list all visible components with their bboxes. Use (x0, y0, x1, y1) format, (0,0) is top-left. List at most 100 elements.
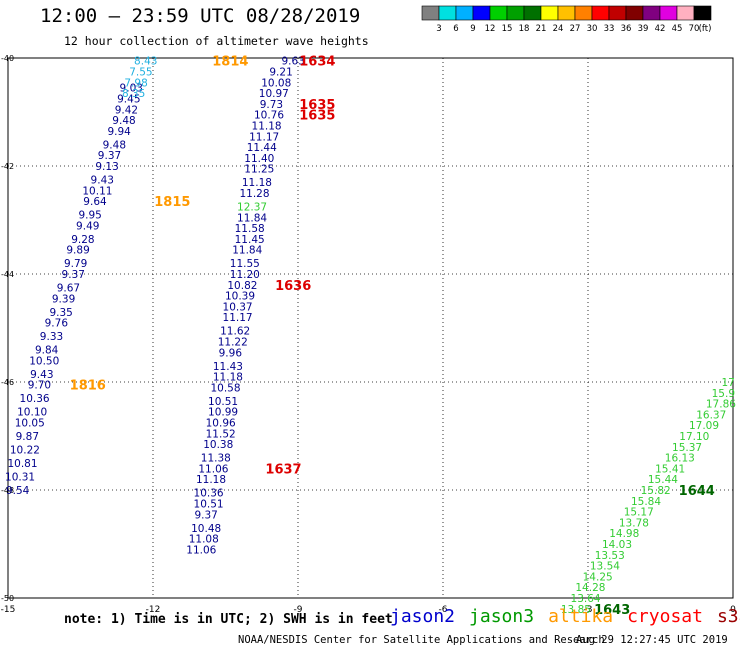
swh-value: 10.37 (223, 301, 253, 313)
colorbar-label: 12 (485, 24, 496, 34)
colorbar-label: 27 (570, 24, 581, 34)
swh-value: 10.11 (82, 185, 112, 197)
swh-value: 15.17 (624, 507, 654, 519)
swh-value: 11.06 (198, 463, 228, 475)
units-note: note: 1) Time is in UTC; 2) SWH is in fe… (64, 612, 393, 627)
swh-value: 11.40 (244, 153, 274, 165)
swh-value: 9.48 (112, 115, 135, 127)
swh-value: 9.95 (78, 210, 101, 222)
swh-value: 10.31 (5, 472, 35, 484)
colorbar-label: 6 (453, 24, 458, 34)
plot-frame (7, 57, 734, 599)
swh-value: 11.08 (189, 534, 219, 546)
swh-value: 9.43 (30, 369, 53, 381)
swh-value: 9.39 (52, 293, 75, 305)
colorbar-unit: (ft) (699, 24, 712, 34)
swh-value: 11.18 (196, 474, 226, 486)
swh-value: 10.39 (225, 291, 255, 303)
legend-altika: altika (548, 606, 614, 627)
x-tick-label: -9 (294, 605, 303, 615)
pass-time-label: 1634 (299, 55, 335, 70)
swh-value: 9.89 (66, 245, 89, 257)
swh-value: 11.20 (230, 269, 260, 281)
swh-value: 9.49 (76, 220, 99, 232)
swh-value: 9.13 (95, 161, 118, 173)
chart-title: 12:00 – 23:59 UTC 08/28/2019 (40, 5, 361, 27)
swh-value: 9.84 (35, 345, 59, 357)
swh-value: 9.63 (281, 56, 304, 68)
colorbar-label: 39 (638, 24, 649, 34)
swh-value: 11.28 (239, 188, 269, 200)
legend-jason3: jason3 (469, 606, 535, 627)
swh-value: 8.43 (134, 56, 157, 68)
swh-value: 11.18 (252, 121, 282, 133)
swh-value: 11.22 (218, 337, 248, 349)
swh-value: 8.35 (122, 88, 145, 100)
pass-time-label: 1636 (275, 279, 311, 294)
swh-value: 14.28 (575, 582, 605, 594)
pass-time-label: 1815 (154, 195, 190, 210)
legend-cryosat: cryosat (627, 606, 703, 627)
swh-value: 10.99 (208, 407, 238, 419)
swh-value: 10.48 (191, 523, 221, 535)
colorbar-label: 24 (553, 24, 564, 34)
colorbar-label: 33 (604, 24, 615, 34)
swh-value: 11.58 (235, 223, 265, 235)
swh-value: 11.17 (249, 131, 279, 143)
colorbar-label: 70 (689, 24, 700, 34)
swh-value: 11.55 (230, 258, 260, 270)
swh-value: 10.81 (7, 458, 37, 470)
swh-value: 17.86 (706, 399, 736, 411)
swh-value: 11.84 (237, 212, 267, 224)
swh-value: 9.94 (107, 126, 131, 138)
colorbar-label: 36 (621, 24, 632, 34)
swh-value: 9.70 (28, 380, 51, 392)
colorbar-label: 30 (587, 24, 598, 34)
swh-value: 9.33 (40, 331, 63, 343)
swh-value: 7.98 (124, 77, 147, 89)
swh-value: 11.44 (247, 142, 277, 154)
pass-time-label: 1635 (299, 98, 335, 113)
swh-value: 10.05 (15, 418, 45, 430)
swh-value: 9.21 (269, 67, 292, 79)
swh-value: 9.76 (45, 318, 69, 330)
legend-jason2: jason2 (390, 606, 456, 627)
swh-value: 11.06 (186, 544, 216, 556)
swh-value: 10.96 (206, 418, 236, 430)
swh-value: 15.84 (631, 496, 661, 508)
swh-value: 10.76 (254, 110, 284, 122)
swh-value: 9.54 (6, 485, 30, 497)
swh-value: 7.55 (129, 67, 152, 79)
swh-value: 10.10 (17, 407, 47, 419)
swh-value: 11.25 (244, 164, 274, 176)
swh-value: 9.64 (83, 196, 107, 208)
colorbar-swatch (693, 5, 712, 21)
pass-time-label: 1644 (679, 484, 715, 499)
swh-value: 17 (721, 377, 734, 389)
y-tick-label: -46 (1, 378, 14, 387)
swh-value: 15.41 (655, 463, 685, 475)
swh-value: 11.18 (213, 372, 243, 384)
swh-value: 9.03 (120, 83, 143, 95)
swh-value: 11.52 (206, 428, 236, 440)
swh-value: 10.50 (29, 355, 59, 367)
swh-value: 13.78 (619, 517, 649, 529)
x-tick-label: -15 (1, 605, 16, 615)
swh-value: 17.10 (679, 431, 709, 443)
swh-value: 9.87 (16, 431, 39, 443)
swh-value: 10.38 (203, 439, 233, 451)
colorbar-label: 9 (470, 24, 475, 34)
swh-value: 14.98 (609, 528, 639, 540)
swh-value: 10.36 (20, 393, 50, 405)
swh-value: 10.51 (208, 396, 238, 408)
swh-value: 9.73 (260, 99, 283, 111)
swh-value: 10.36 (194, 488, 224, 500)
swh-value: 9.48 (103, 139, 126, 151)
chart-subtitle: 12 hour collection of altimeter wave hei… (64, 34, 369, 48)
x-tick-label: -3 (584, 605, 593, 615)
swh-value: 10.97 (259, 88, 289, 100)
swh-value: 13.54 (590, 561, 620, 573)
swh-value: 12.37 (237, 202, 267, 214)
colorbar-label: 15 (502, 24, 513, 34)
